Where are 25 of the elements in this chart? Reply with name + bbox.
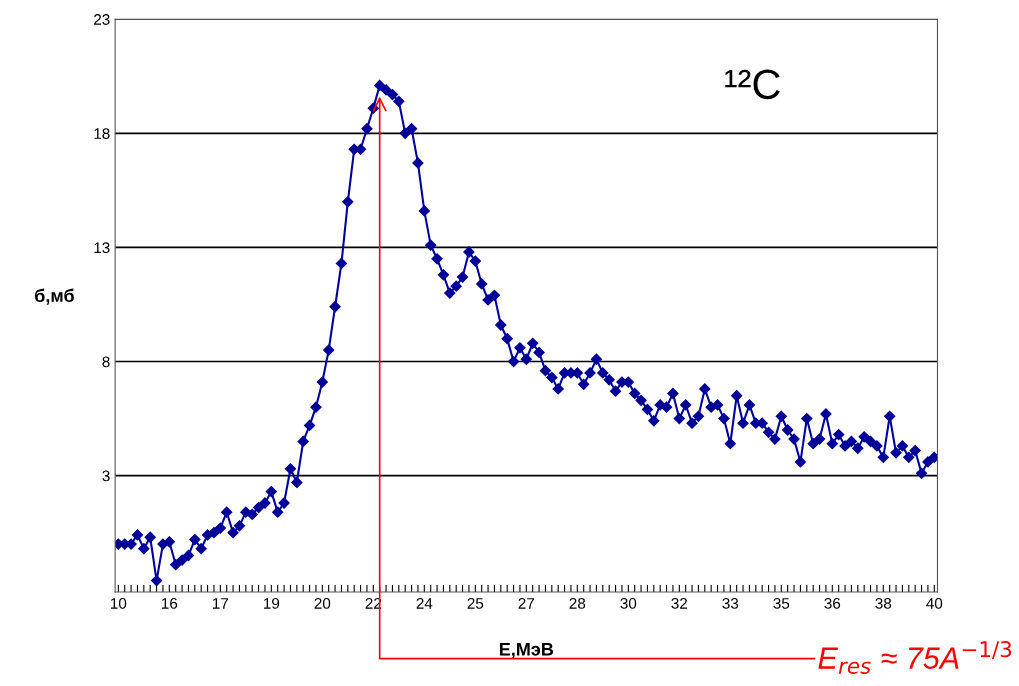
y-tick-label: 3 <box>102 470 110 482</box>
y-tick-label: 23 <box>94 14 110 25</box>
y-axis-title: б,мб <box>35 288 74 305</box>
x-tick-label: 27 <box>518 597 535 609</box>
y-tick-label: 13 <box>94 242 110 254</box>
x-axis-title: Е,МэВ <box>499 643 554 659</box>
x-tick-label: 30 <box>620 597 637 609</box>
annotation: ¹²C <box>725 69 780 100</box>
x-tick-label: 36 <box>824 597 841 609</box>
x-tick-label: 16 <box>162 597 178 609</box>
y-tick-label: 18 <box>94 128 110 139</box>
x-tick-label: 10 <box>111 597 127 609</box>
x-tick-label: 25 <box>467 597 484 609</box>
x-tick-label: 38 <box>875 597 892 609</box>
x-tick-label: 35 <box>773 597 790 609</box>
x-tick-label: 19 <box>264 597 280 609</box>
y-tick-label: 8 <box>102 356 110 368</box>
x-tick-label: 28 <box>569 597 586 609</box>
x-tick-label: 17 <box>213 598 229 609</box>
x-tick-label: 20 <box>314 597 331 609</box>
x-tick-label: 33 <box>722 597 739 609</box>
x-tick-label: 32 <box>671 597 688 609</box>
x-tick-label: 24 <box>416 597 433 609</box>
x-tick-label: 40 <box>926 597 943 609</box>
text: E$_{res}$ ≈ 75A$^{−1/3}$ <box>818 641 1012 674</box>
